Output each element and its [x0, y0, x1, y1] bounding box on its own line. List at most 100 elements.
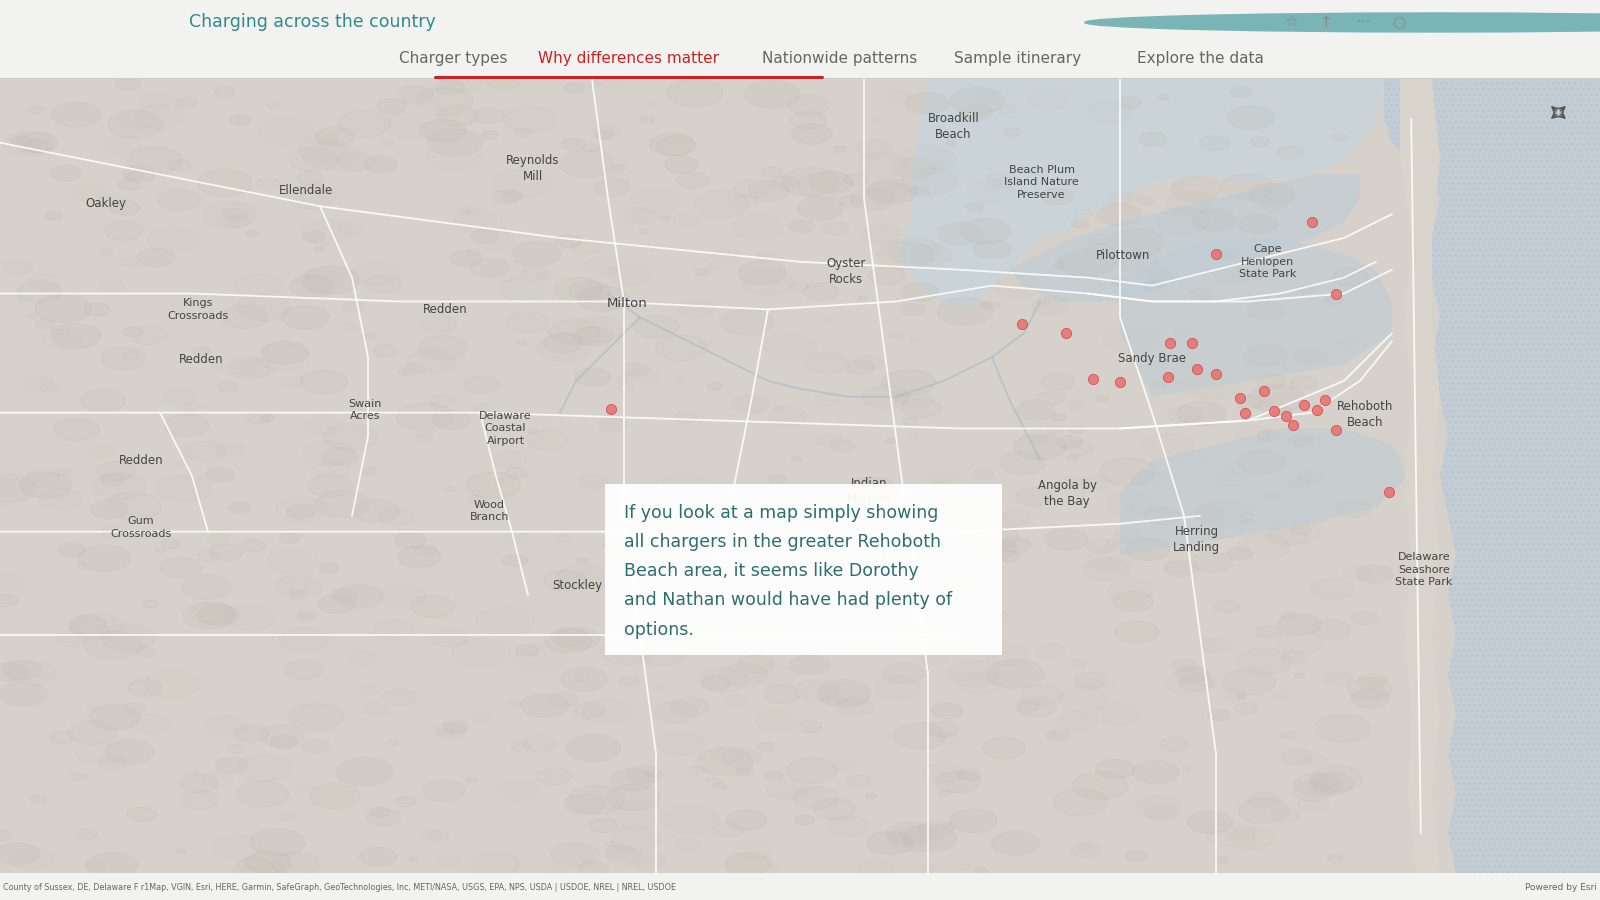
- Circle shape: [1248, 302, 1283, 319]
- Circle shape: [1352, 611, 1379, 625]
- Circle shape: [213, 835, 262, 860]
- Circle shape: [888, 331, 904, 339]
- Circle shape: [702, 676, 731, 690]
- Circle shape: [138, 248, 174, 267]
- Circle shape: [981, 302, 994, 308]
- Circle shape: [872, 118, 883, 123]
- Circle shape: [502, 192, 523, 202]
- Circle shape: [90, 705, 141, 730]
- Circle shape: [379, 584, 427, 608]
- Circle shape: [510, 742, 530, 751]
- Circle shape: [770, 176, 800, 191]
- Point: [1184, 362, 1210, 376]
- Circle shape: [398, 86, 434, 104]
- Circle shape: [77, 562, 93, 570]
- Circle shape: [50, 731, 75, 743]
- Circle shape: [310, 784, 360, 808]
- Circle shape: [675, 377, 685, 382]
- Circle shape: [1067, 455, 1078, 461]
- Circle shape: [1133, 760, 1179, 784]
- Circle shape: [296, 785, 310, 792]
- Circle shape: [693, 190, 749, 218]
- Circle shape: [170, 160, 190, 170]
- Circle shape: [1235, 425, 1269, 442]
- Circle shape: [250, 829, 306, 856]
- Circle shape: [197, 551, 219, 562]
- Circle shape: [918, 649, 949, 664]
- Circle shape: [946, 141, 957, 147]
- Circle shape: [314, 246, 325, 251]
- Circle shape: [1294, 773, 1339, 796]
- Circle shape: [1037, 391, 1066, 406]
- Circle shape: [1042, 188, 1074, 204]
- Text: County of Sussex, DE, Delaware F r1Map, VGIN, Esri, HERE, Garmin, SafeGraph, Geo: County of Sussex, DE, Delaware F r1Map, …: [3, 884, 677, 893]
- Circle shape: [290, 148, 338, 172]
- Circle shape: [1021, 400, 1040, 409]
- Circle shape: [80, 389, 126, 411]
- Polygon shape: [1008, 175, 1360, 302]
- Circle shape: [1088, 549, 1133, 571]
- Circle shape: [184, 441, 226, 462]
- Circle shape: [1125, 506, 1134, 511]
- Circle shape: [50, 166, 82, 181]
- Circle shape: [549, 320, 600, 345]
- Point: [1155, 370, 1181, 384]
- Circle shape: [1179, 674, 1214, 691]
- Circle shape: [966, 202, 984, 211]
- Circle shape: [493, 451, 526, 467]
- Circle shape: [230, 115, 251, 125]
- Point: [1323, 286, 1349, 301]
- Circle shape: [432, 410, 470, 429]
- Circle shape: [976, 92, 1000, 104]
- Circle shape: [296, 613, 312, 621]
- Circle shape: [606, 847, 642, 865]
- Circle shape: [803, 283, 838, 301]
- Circle shape: [320, 563, 339, 573]
- Circle shape: [115, 78, 141, 90]
- Circle shape: [358, 848, 397, 866]
- Circle shape: [1205, 823, 1254, 847]
- Text: Delaware
Seashore
State Park: Delaware Seashore State Park: [1395, 553, 1453, 587]
- Circle shape: [1085, 244, 1114, 259]
- Circle shape: [738, 614, 787, 639]
- Circle shape: [1059, 249, 1115, 276]
- Circle shape: [1083, 558, 1130, 581]
- Circle shape: [883, 663, 923, 683]
- Circle shape: [962, 864, 973, 870]
- Circle shape: [523, 267, 550, 281]
- Circle shape: [1333, 134, 1347, 141]
- Circle shape: [202, 770, 232, 787]
- Circle shape: [843, 174, 869, 186]
- Point: [1312, 392, 1338, 407]
- Circle shape: [280, 376, 304, 388]
- Circle shape: [162, 539, 181, 549]
- Circle shape: [544, 570, 587, 591]
- Circle shape: [298, 139, 344, 161]
- Circle shape: [104, 136, 142, 155]
- Circle shape: [896, 389, 934, 409]
- Circle shape: [654, 701, 698, 723]
- Circle shape: [429, 831, 450, 841]
- Circle shape: [902, 824, 957, 851]
- Circle shape: [1032, 296, 1069, 314]
- Circle shape: [1051, 414, 1066, 421]
- Circle shape: [301, 219, 354, 245]
- Circle shape: [1077, 844, 1091, 850]
- Circle shape: [182, 575, 232, 599]
- Circle shape: [606, 800, 664, 829]
- Circle shape: [1298, 796, 1330, 812]
- Circle shape: [96, 462, 136, 481]
- Circle shape: [790, 655, 830, 675]
- Circle shape: [402, 364, 426, 375]
- Text: Ellendale: Ellendale: [278, 184, 333, 197]
- Text: Explore the data: Explore the data: [1136, 50, 1264, 66]
- Circle shape: [1325, 295, 1342, 304]
- Circle shape: [819, 682, 870, 707]
- Circle shape: [42, 328, 83, 349]
- Circle shape: [315, 130, 338, 142]
- Circle shape: [949, 641, 968, 651]
- Circle shape: [307, 474, 354, 497]
- Circle shape: [515, 339, 526, 346]
- Point: [1251, 384, 1277, 399]
- Circle shape: [1014, 434, 1067, 460]
